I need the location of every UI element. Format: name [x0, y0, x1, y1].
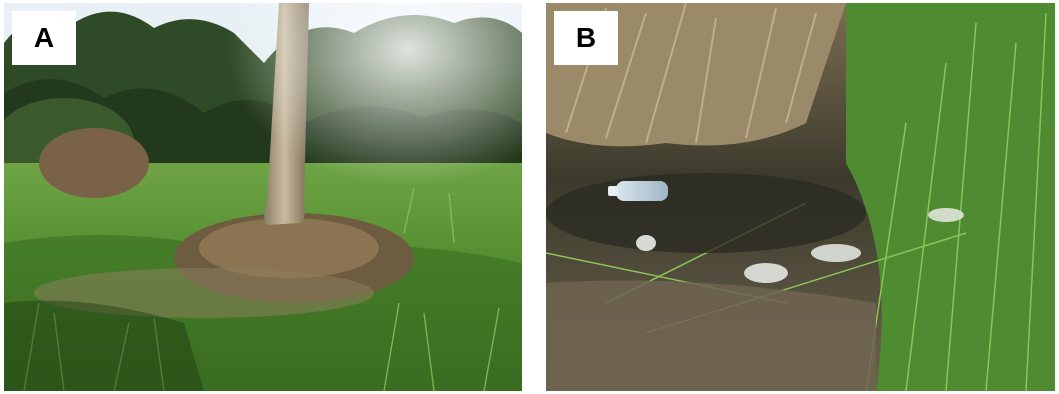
- photo-panel-a: A: [4, 3, 522, 391]
- photo-panel-b: B: [546, 3, 1055, 391]
- grassland-tree-photo: [4, 3, 522, 391]
- wetland-litter-photo: [546, 3, 1055, 391]
- plastic-bottle: [608, 181, 668, 201]
- panel-label-b: B: [554, 11, 618, 65]
- panel-label-a: A: [12, 11, 76, 65]
